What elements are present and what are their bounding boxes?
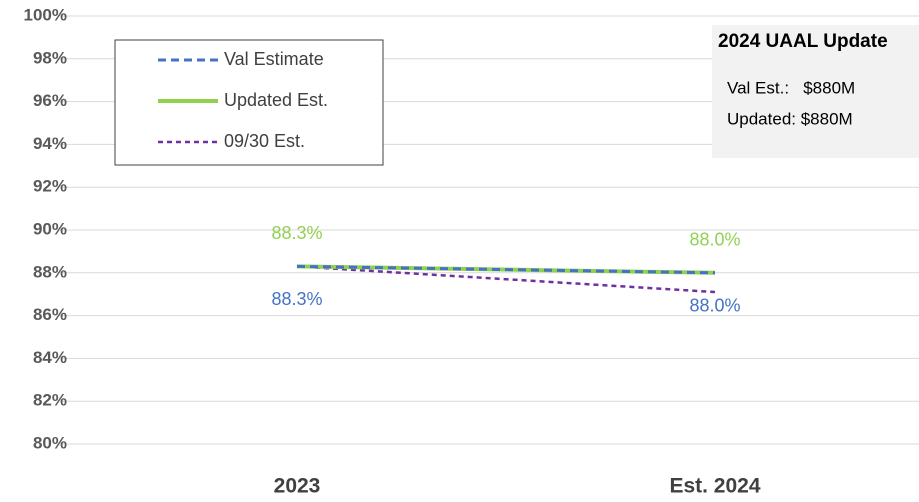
data-label: 88.0% bbox=[689, 296, 740, 316]
y-tick-label: 90% bbox=[33, 219, 67, 238]
y-tick-label: 94% bbox=[33, 134, 67, 153]
y-tick-label: 100% bbox=[24, 5, 67, 24]
legend-label: Updated Est. bbox=[224, 90, 328, 110]
y-tick-label: 92% bbox=[33, 177, 67, 196]
y-tick-label: 88% bbox=[33, 262, 67, 281]
y-tick-label: 98% bbox=[33, 48, 67, 67]
series-line bbox=[296, 265, 716, 294]
x-tick-label: Est. 2024 bbox=[669, 475, 760, 498]
y-tick-label: 96% bbox=[33, 91, 67, 110]
legend-label: Val Estimate bbox=[224, 49, 324, 69]
legend-label: 09/30 Est. bbox=[224, 131, 305, 151]
y-tick-label: 84% bbox=[33, 348, 67, 367]
annotation-box bbox=[712, 25, 919, 158]
annotation-line: Val Est.: $880M bbox=[727, 78, 855, 97]
data-label: 88.3% bbox=[271, 223, 322, 243]
annotation-line: Updated: $880M bbox=[727, 109, 853, 128]
data-label: 88.3% bbox=[271, 289, 322, 309]
series-line bbox=[296, 264, 716, 275]
data-label: 88.0% bbox=[689, 230, 740, 250]
y-tick-label: 82% bbox=[33, 391, 67, 410]
y-tick-label: 80% bbox=[33, 433, 67, 452]
x-tick-label: 2023 bbox=[274, 475, 321, 498]
annotation-title: 2024 UAAL Update bbox=[718, 31, 888, 52]
y-tick-label: 86% bbox=[33, 305, 67, 324]
